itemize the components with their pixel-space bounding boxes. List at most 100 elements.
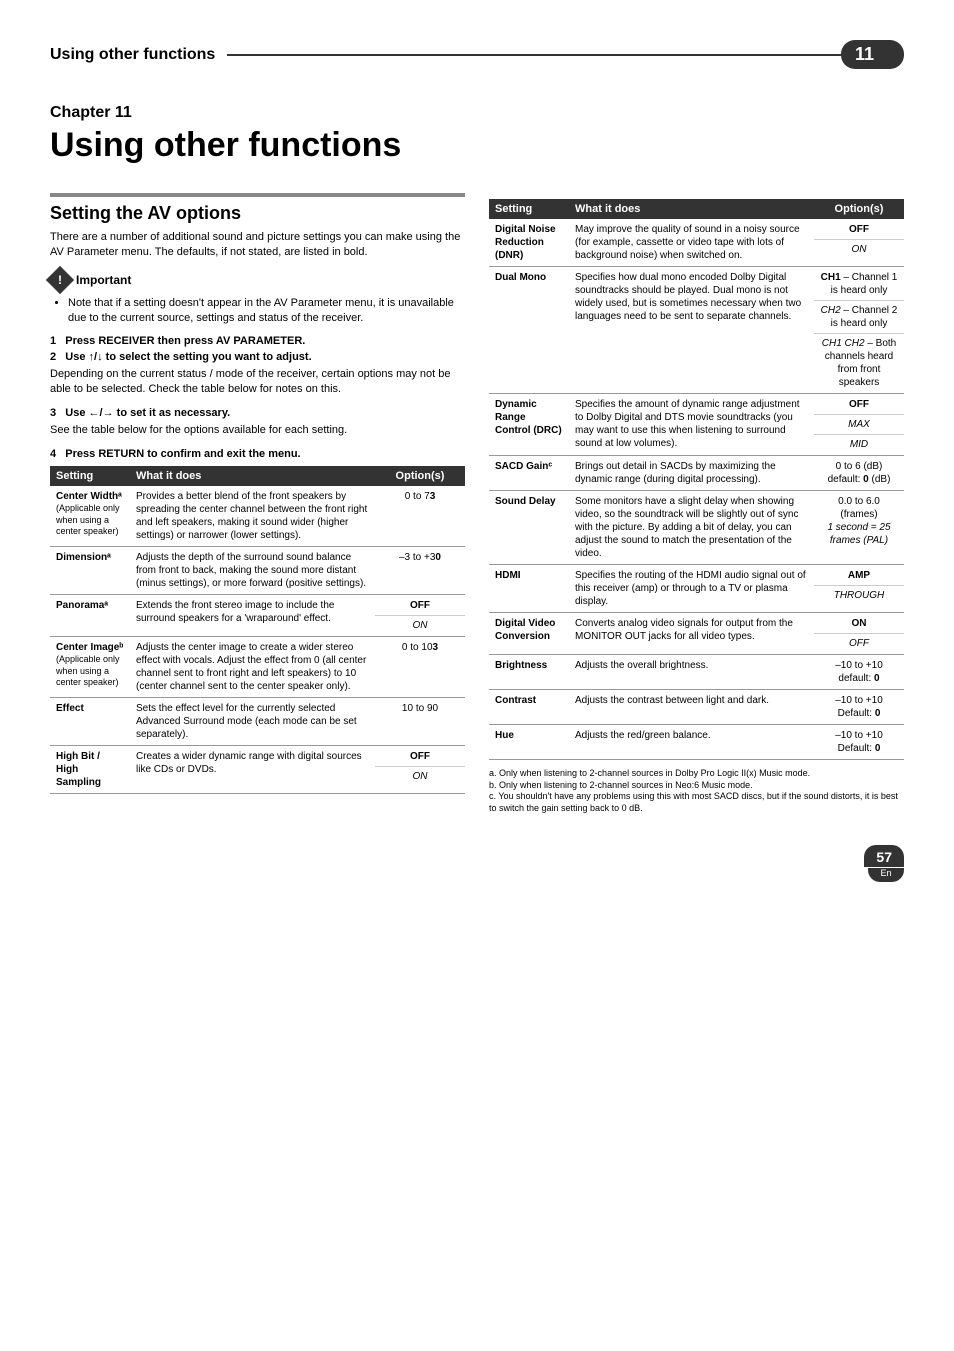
important-bullets: Note that if a setting doesn't appear in… — [68, 296, 465, 326]
header-title: Using other functions — [50, 46, 215, 64]
option-cell: AMPTHROUGH — [814, 565, 904, 613]
desc-cell: Some monitors have a slight delay when s… — [569, 491, 814, 565]
chapter-label: Chapter 11 — [50, 104, 904, 122]
setting-name-cell: Contrast — [489, 690, 569, 725]
desc-cell: Creates a wider dynamic range with digit… — [130, 745, 375, 793]
step-3: 3 Use ←/→ to set it as necessary. — [50, 407, 465, 419]
setting-name-cell: Dimensionᵃ — [50, 546, 130, 594]
th-options: Option(s) — [375, 466, 465, 486]
step-3-prefix: Use — [65, 407, 88, 419]
option-cell: 0.0 to 6.0 (frames)1 second = 25 frames … — [814, 491, 904, 565]
table-row: Center Widthᵃ(Applicable only when using… — [50, 486, 465, 547]
setting-name-cell: Sound Delay — [489, 491, 569, 565]
option-cell: OFFON — [375, 745, 465, 793]
desc-cell: Specifies how dual mono encoded Dolby Di… — [569, 267, 814, 394]
option-cell: 10 to 90 — [375, 697, 465, 745]
step-4: 4 Press RETURN to confirm and exit the m… — [50, 448, 465, 460]
th-what: What it does — [130, 466, 375, 486]
intro-paragraph: There are a number of additional sound a… — [50, 230, 465, 260]
footnote-a: a. Only when listening to 2-channel sour… — [489, 768, 904, 780]
setting-name-cell: Digital Video Conversion — [489, 613, 569, 655]
step-3-desc: See the table below for the options avai… — [50, 423, 465, 438]
desc-cell: Specifies the routing of the HDMI audio … — [569, 565, 814, 613]
option-cell: 0 to 103 — [375, 636, 465, 697]
desc-cell: Adjusts the overall brightness. — [569, 655, 814, 690]
header-line — [227, 54, 841, 56]
important-icon: ! — [46, 266, 74, 294]
setting-name-cell: Brightness — [489, 655, 569, 690]
page-lang: En — [868, 868, 904, 882]
step-4-text: Press RETURN to confirm and exit the men… — [65, 448, 300, 460]
option-cell: 0 to 6 (dB)default: 0 (dB) — [814, 456, 904, 491]
option-cell: OFFON — [375, 594, 465, 636]
table-row: HueAdjusts the red/green balance.–10 to … — [489, 725, 904, 760]
desc-cell: Specifies the amount of dynamic range ad… — [569, 394, 814, 456]
option-cell: 0 to 73 — [375, 486, 465, 547]
table-row: Digital Video ConversionConverts analog … — [489, 613, 904, 655]
chapter-badge: 11 — [841, 40, 904, 69]
option-cell: CH1 – Channel 1 is heard onlyCH2 – Chann… — [814, 267, 904, 394]
option-cell: –10 to +10default: 0 — [814, 655, 904, 690]
table-row: ContrastAdjusts the contrast between lig… — [489, 690, 904, 725]
setting-name-cell: High Bit / High Sampling — [50, 745, 130, 793]
option-cell: –10 to +10Default: 0 — [814, 725, 904, 760]
th-setting: Setting — [50, 466, 130, 486]
option-cell: –3 to +30 — [375, 546, 465, 594]
table-row: Dynamic Range Control (DRC)Specifies the… — [489, 394, 904, 456]
desc-cell: Converts analog video signals for output… — [569, 613, 814, 655]
th-options-r: Option(s) — [814, 199, 904, 219]
footnote-b: b. Only when listening to 2-channel sour… — [489, 780, 904, 792]
step-2-prefix: Use — [65, 351, 88, 363]
th-setting-r: Setting — [489, 199, 569, 219]
option-cell: ONOFF — [814, 613, 904, 655]
setting-name-cell: Center Imageᵇ(Applicable only when using… — [50, 636, 130, 697]
setting-name-cell: Dynamic Range Control (DRC) — [489, 394, 569, 456]
table-row: EffectSets the effect level for the curr… — [50, 697, 465, 745]
important-bullet: Note that if a setting doesn't appear in… — [68, 296, 465, 326]
left-right-arrows: ←/→ — [89, 407, 114, 419]
page-number: 57 — [864, 845, 904, 867]
setting-name-cell: Center Widthᵃ(Applicable only when using… — [50, 486, 130, 547]
page-badge: 57 En — [489, 845, 904, 882]
right-settings-table: Setting What it does Option(s) Digital N… — [489, 199, 904, 760]
desc-cell: Adjusts the center image to create a wid… — [130, 636, 375, 697]
step-1: 1 Press RECEIVER then press AV PARAMETER… — [50, 335, 465, 347]
setting-name-cell: SACD Gainᶜ — [489, 456, 569, 491]
up-down-arrows: ↑/↓ — [89, 351, 103, 363]
footnote-c: c. You shouldn't have any problems using… — [489, 791, 904, 814]
desc-cell: May improve the quality of sound in a no… — [569, 219, 814, 267]
table-row: HDMISpecifies the routing of the HDMI au… — [489, 565, 904, 613]
step-2: 2 Use ↑/↓ to select the setting you want… — [50, 351, 465, 363]
th-what-r: What it does — [569, 199, 814, 219]
step-2-desc: Depending on the current status / mode o… — [50, 367, 465, 397]
important-label: Important — [76, 273, 131, 287]
step-2-suffix: to select the setting you want to adjust… — [103, 351, 312, 363]
desc-cell: Sets the effect level for the currently … — [130, 697, 375, 745]
table-row: Dual MonoSpecifies how dual mono encoded… — [489, 267, 904, 394]
step-1-text: Press RECEIVER then press AV PARAMETER. — [65, 335, 305, 347]
table-row: Sound DelaySome monitors have a slight d… — [489, 491, 904, 565]
table-row: DimensionᵃAdjusts the depth of the surro… — [50, 546, 465, 594]
setting-name-cell: HDMI — [489, 565, 569, 613]
setting-name-cell: Digital Noise Reduction (DNR) — [489, 219, 569, 267]
footnotes: a. Only when listening to 2-channel sour… — [489, 768, 904, 815]
table-row: BrightnessAdjusts the overall brightness… — [489, 655, 904, 690]
option-cell: OFFON — [814, 219, 904, 267]
main-title: Using other functions — [50, 126, 904, 165]
desc-cell: Brings out detail in SACDs by maximizing… — [569, 456, 814, 491]
option-cell: OFFMAXMID — [814, 394, 904, 456]
setting-name-cell: Dual Mono — [489, 267, 569, 394]
option-cell: –10 to +10Default: 0 — [814, 690, 904, 725]
desc-cell: Provides a better blend of the front spe… — [130, 486, 375, 547]
step-3-suffix: to set it as necessary. — [114, 407, 231, 419]
table-row: PanoramaᵃExtends the front stereo image … — [50, 594, 465, 636]
desc-cell: Adjusts the contrast between light and d… — [569, 690, 814, 725]
table-row: SACD GainᶜBrings out detail in SACDs by … — [489, 456, 904, 491]
table-row: Digital Noise Reduction (DNR)May improve… — [489, 219, 904, 267]
top-header: Using other functions 11 — [50, 40, 904, 69]
desc-cell: Extends the front stereo image to includ… — [130, 594, 375, 636]
left-settings-table: Setting What it does Option(s) Center Wi… — [50, 466, 465, 794]
important-callout: ! Important — [50, 270, 465, 290]
desc-cell: Adjusts the depth of the surround sound … — [130, 546, 375, 594]
table-row: High Bit / High SamplingCreates a wider … — [50, 745, 465, 793]
